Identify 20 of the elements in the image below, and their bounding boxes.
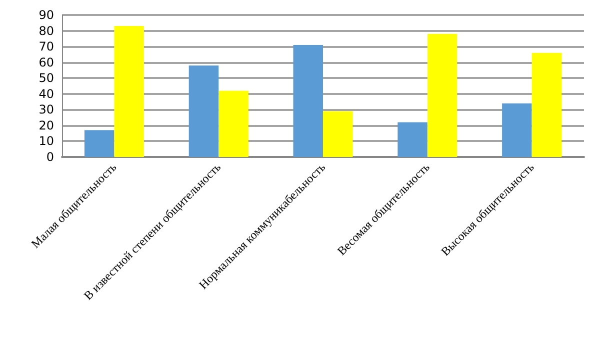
y-tick-label: 70 (38, 40, 54, 54)
y-tick-label: 80 (38, 24, 54, 38)
bar (502, 103, 532, 157)
bar (218, 90, 248, 157)
bar (532, 52, 562, 157)
bar (188, 65, 219, 157)
bar (84, 130, 114, 157)
y-tick-label: 50 (38, 71, 54, 86)
y-tick-label: 40 (38, 86, 54, 101)
bar (323, 111, 353, 157)
bar (114, 26, 144, 157)
bar (427, 34, 458, 157)
y-tick-label: 0 (46, 150, 54, 164)
y-tick-label: 60 (38, 55, 54, 70)
y-tick-label: 10 (38, 134, 54, 148)
y-tick-label: 30 (38, 102, 54, 117)
bar (398, 122, 428, 157)
y-tick-label: 90 (38, 8, 54, 22)
y-tick-label: 20 (38, 118, 54, 132)
bar (293, 44, 323, 157)
